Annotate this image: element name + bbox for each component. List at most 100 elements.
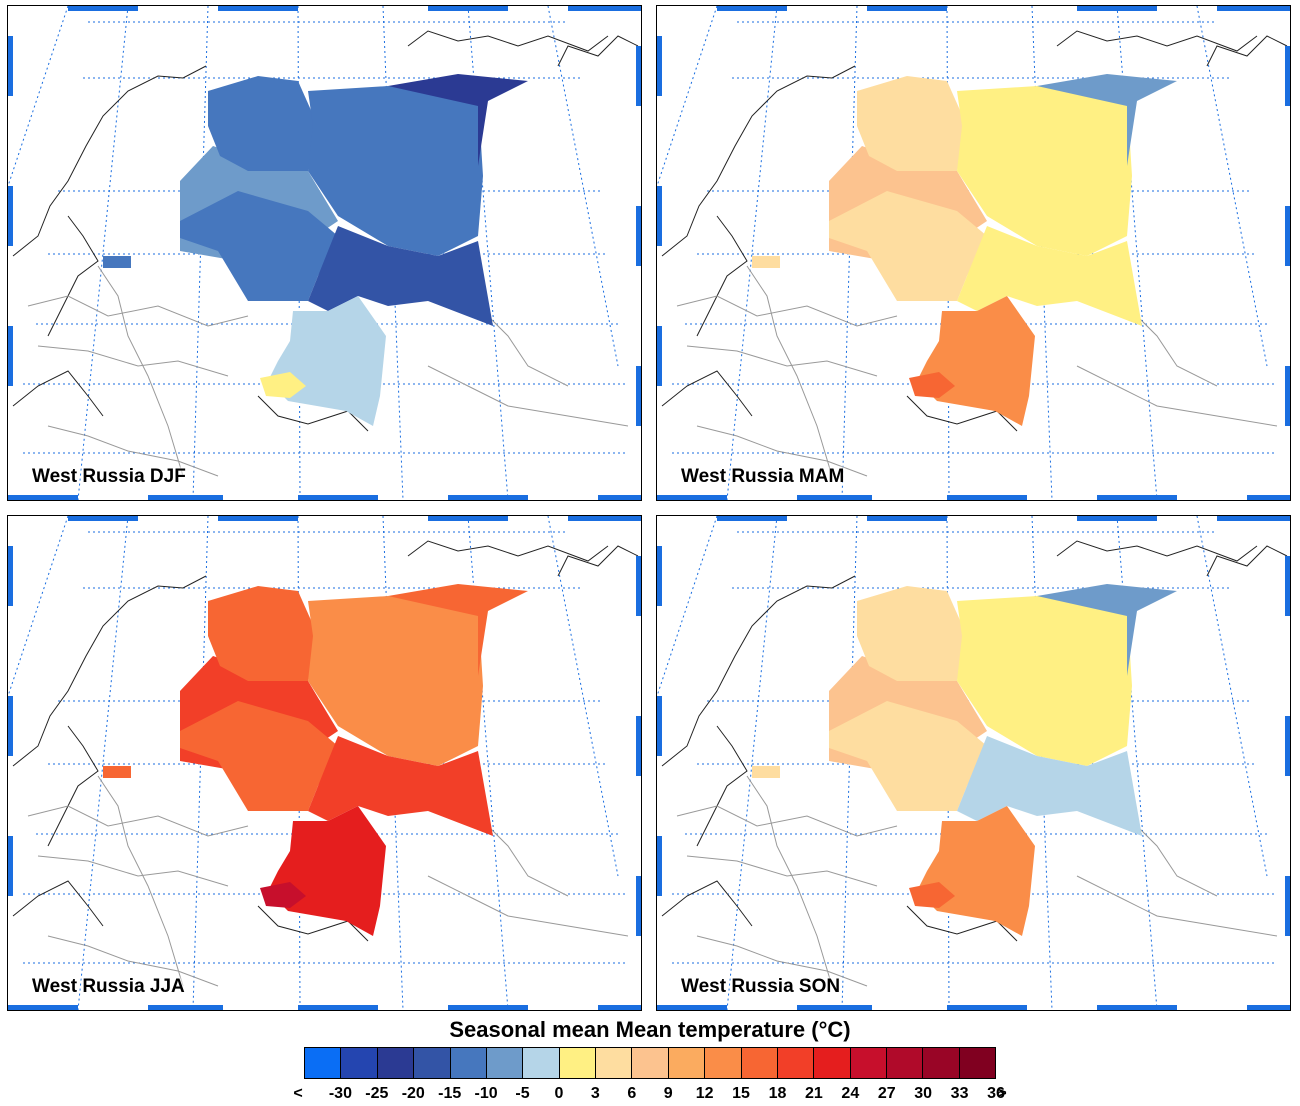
colorbar-tick-label: 15 [732, 1085, 750, 1102]
region-zone [829, 191, 987, 301]
region-zone [308, 736, 493, 836]
region-zone [208, 586, 318, 681]
region-zone [180, 701, 338, 811]
region-zone [268, 806, 386, 936]
map-canvas [8, 6, 641, 500]
colorbar-swatch [377, 1048, 415, 1078]
region-zone [957, 736, 1142, 836]
legend-title: Seasonal mean Mean temperature (°C) [449, 1017, 851, 1042]
colorbar-swatch [887, 1048, 924, 1078]
region-zone [829, 701, 987, 811]
region-zone [308, 596, 483, 766]
colorbar-tick-label: 0 [554, 1085, 564, 1102]
colorbar-swatch [814, 1048, 851, 1078]
colorbar-swatch [486, 1048, 524, 1078]
colorbar-swatch [923, 1048, 960, 1078]
frame-ticks [8, 516, 641, 1010]
region-zone [857, 76, 967, 171]
colorbar-swatch [450, 1048, 487, 1078]
colorbar-swatch [523, 1048, 560, 1078]
region-zone [388, 74, 528, 166]
colorbar-tick-label: 27 [877, 1085, 896, 1102]
map-panel-son: West Russia SON [656, 515, 1291, 1011]
region-zone [260, 882, 306, 908]
region-zone [909, 372, 955, 398]
region-zone [917, 806, 1035, 936]
colorbar-swatch [959, 1048, 996, 1078]
map-canvas [657, 6, 1290, 500]
region-zone [308, 86, 483, 256]
colorbar-swatch [850, 1048, 887, 1078]
colorbar-tick-label: 36 [987, 1085, 1005, 1102]
colorbar-tick-label: -30 [328, 1085, 352, 1102]
region-zone [103, 256, 131, 268]
colorbar-swatch [741, 1048, 778, 1078]
region-zone [957, 86, 1132, 256]
graticule-lines [657, 516, 1277, 1010]
region-zone [752, 766, 780, 778]
colorbar-swatch [705, 1048, 742, 1078]
colorbar-tick-label: -25 [365, 1085, 389, 1102]
region-zone [1037, 584, 1177, 676]
region-zone [1037, 74, 1177, 166]
graticule-lines [657, 6, 1277, 500]
colorbar-swatch [341, 1048, 378, 1078]
colorbar-swatch [559, 1048, 596, 1078]
colorbar-tick-label: 18 [768, 1085, 787, 1102]
colorbar-tick-label: 12 [695, 1085, 714, 1102]
frame-ticks [8, 6, 641, 500]
map-panel-jja: West Russia JJA [7, 515, 642, 1011]
colorbar-swatch [414, 1048, 451, 1078]
frame-ticks [657, 516, 1290, 1010]
region-zone [268, 296, 386, 426]
colorbar-tick-label: 33 [950, 1085, 969, 1102]
colorbar-tick-label: > [997, 1085, 1007, 1102]
map-canvas [8, 516, 641, 1010]
region-zone [957, 226, 1142, 326]
colorbar-labels: < -30 -25 -20 -15 -10 -5 0 3 6 9 12 15 18 21 24 27 30 33 36… [293, 1085, 1006, 1105]
colorbar [304, 1047, 996, 1079]
panel-title: West Russia SON [681, 976, 841, 997]
country-border-lines [676, 775, 1278, 987]
region-zone [208, 76, 318, 171]
colorbar-tick-label: 6 [627, 1085, 637, 1102]
colorbar-swatch [777, 1048, 815, 1078]
panel-title: West Russia MAM [681, 466, 845, 487]
coastline-lines [661, 540, 1288, 942]
colorbar-tick-label: 30 [914, 1085, 933, 1102]
region-zone [957, 596, 1132, 766]
colorbar-tick-label: 3 [590, 1085, 600, 1102]
region-zone [917, 296, 1035, 426]
colorbar-tick-label: 9 [663, 1085, 673, 1102]
country-border-lines [27, 775, 629, 987]
country-border-lines [27, 265, 629, 477]
coastline-lines [12, 540, 639, 942]
region-zone [103, 766, 131, 778]
colorbar-tick-label: 24 [841, 1085, 860, 1102]
panel-title: West Russia DJF [32, 466, 186, 487]
region-zone [180, 191, 338, 301]
region-zone [909, 882, 955, 908]
frame-ticks [657, 6, 1290, 500]
map-panel-mam: West Russia MAM [656, 5, 1291, 501]
map-canvas [657, 516, 1290, 1010]
map-panel-djf: West Russia DJF [7, 5, 642, 501]
region-zone [752, 256, 780, 268]
region-zone [857, 586, 967, 681]
region-zone [260, 372, 306, 398]
colorbar-tick-label: < [293, 1085, 303, 1102]
colorbar-tick-label: -15 [438, 1085, 462, 1102]
colorbar-swatch [668, 1048, 706, 1078]
panel-title: West Russia JJA [32, 976, 185, 997]
country-border-lines [676, 265, 1278, 477]
coastline-lines [661, 30, 1288, 432]
coastline-lines [12, 30, 639, 432]
colorbar-tick-label: 21 [804, 1085, 823, 1102]
colorbar-swatch [632, 1048, 669, 1078]
region-zone [308, 226, 493, 326]
colorbar-swatch [596, 1048, 633, 1078]
colorbar-tick-label: -5 [515, 1085, 530, 1102]
colorbar-swatch [305, 1048, 342, 1078]
region-zone [388, 584, 528, 676]
colorbar-tick-label: -20 [401, 1085, 425, 1102]
